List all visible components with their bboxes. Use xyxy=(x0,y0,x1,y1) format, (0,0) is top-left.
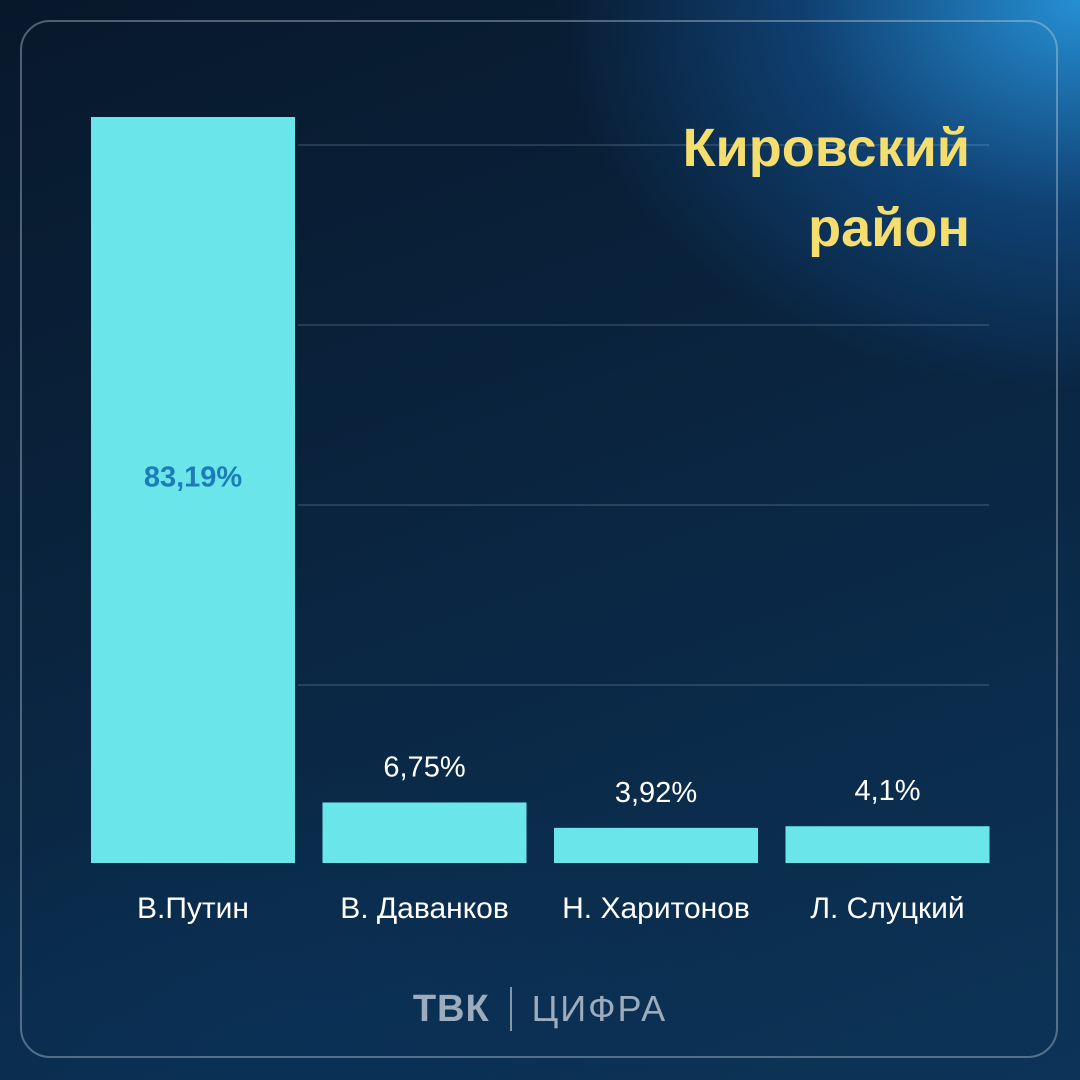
category-label-4: Л. Слуцкий xyxy=(810,892,964,925)
bar-4 xyxy=(785,826,990,863)
bar-1 xyxy=(91,117,295,863)
brand-logo-tvk: ТВК xyxy=(412,987,490,1030)
card-frame xyxy=(20,20,1058,1058)
bar-value-label-1: 83,19% xyxy=(144,461,243,493)
bar-3 xyxy=(554,827,758,863)
title-line-2: район xyxy=(808,198,970,258)
category-label-2: В. Даванков xyxy=(340,892,509,925)
chart-title: Кировский район xyxy=(683,108,970,268)
footer-logo: ТВК ЦИФРА xyxy=(0,984,1080,1034)
bar-2 xyxy=(322,802,527,863)
bar-value-label-4: 4,1% xyxy=(854,775,920,807)
category-label-1: В.Путин xyxy=(137,892,249,925)
brand-divider xyxy=(509,987,512,1031)
bar-value-label-3: 3,92% xyxy=(615,777,697,809)
brand-logo-tsifra: ЦИФРА xyxy=(531,988,668,1029)
category-label-3: Н. Харитонов xyxy=(562,892,750,925)
bar-value-label-2: 6,75% xyxy=(383,751,465,783)
title-line-1: Кировский xyxy=(682,118,970,178)
